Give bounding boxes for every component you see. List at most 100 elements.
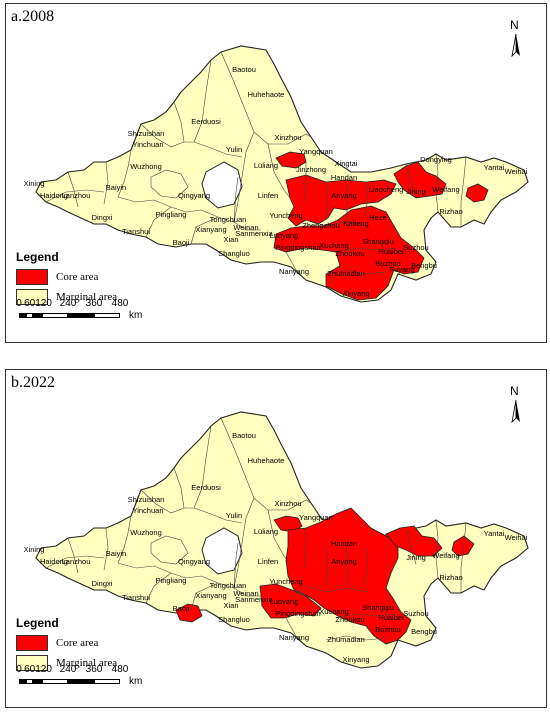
city-label: Bengbu	[411, 261, 437, 270]
city-label: Nanyang	[279, 633, 309, 642]
city-boundary	[117, 196, 172, 208]
city-boundary	[170, 572, 219, 584]
scale-segment	[42, 313, 68, 318]
city-label: Dingxi	[92, 213, 113, 222]
city-boundary	[220, 51, 269, 145]
city-label: Liaocheng	[369, 185, 404, 194]
city-label: Zhumadian	[327, 269, 365, 278]
city-label: Yangquan	[299, 513, 333, 522]
city-label: Weinan	[233, 223, 258, 232]
city-label: Xining	[24, 179, 45, 188]
scale-tick: 0	[16, 298, 22, 309]
scale-tick: 480	[111, 298, 129, 309]
city-label: Jining	[406, 187, 426, 196]
city-label: Zhoukou	[335, 615, 364, 624]
city-boundary	[45, 555, 105, 569]
city-label: Yangquan	[299, 147, 333, 156]
city-label: Rizhao	[439, 573, 462, 582]
city-label: Bengbu	[411, 627, 437, 636]
core-region	[273, 205, 425, 301]
city-label: Shizuishan	[128, 129, 165, 138]
city-label: Xuchang	[319, 241, 349, 250]
city-label: Yuncheng	[269, 577, 302, 586]
city-label: Xingtai	[335, 159, 358, 168]
city-label: Huhehaote	[248, 90, 285, 99]
city-label: Shangluo	[218, 249, 250, 258]
city-label: Xinyang	[342, 289, 369, 298]
city-boundary	[140, 489, 243, 524]
city-label: Zhumadian	[327, 635, 365, 644]
city-label: Bozhou	[375, 625, 400, 634]
city-label: Eerduosi	[191, 483, 221, 492]
city-label: Nanyang	[279, 267, 309, 276]
city-boundary	[173, 101, 185, 143]
city-label: Weihai	[505, 167, 528, 176]
scale-tick: 240	[59, 664, 77, 675]
city-label: Shangqiu	[362, 237, 394, 246]
north-arrow-icon: N	[504, 384, 528, 434]
excluded-region	[201, 161, 243, 209]
city-label: Baoji	[173, 238, 190, 247]
region-map: Baotou Huhehaote Eerduosi Wuzhong Shizuishan…	[24, 411, 529, 669]
region-outline	[35, 45, 529, 303]
city-label: Handan	[331, 173, 357, 182]
city-label: Shangqiu	[362, 603, 394, 612]
city-boundary	[405, 529, 417, 565]
city-label: Pingliang	[156, 210, 187, 219]
scale-tick: 60120	[24, 298, 52, 309]
city-boundary	[325, 635, 387, 641]
city-boundary	[150, 535, 189, 565]
map-panel-2022: Baotou Huhehaote Eerduosi Wuzhong Shizuishan…	[5, 369, 547, 708]
core-area-shape	[273, 151, 489, 301]
city-boundary	[363, 181, 369, 218]
marginal-swatch	[16, 289, 48, 305]
city-boundary	[335, 247, 397, 253]
scale-unit: km	[129, 310, 143, 321]
city-boundary	[405, 163, 417, 199]
scale-segment	[68, 313, 94, 318]
city-label: Yinchuan	[133, 140, 164, 149]
scale-tick: 0	[16, 664, 22, 675]
city-label: Luoyang	[270, 231, 299, 240]
scale-bar: 0 60120 240 360 480 km	[16, 298, 166, 328]
region-map: Baotou Huhehaote Eerduosi Wuzhong Shizuishan…	[24, 45, 529, 303]
city-boundary	[217, 582, 261, 597]
core-swatch	[16, 269, 48, 285]
city-label: Weifang	[432, 551, 459, 560]
city-boundary	[190, 582, 219, 611]
city-label: Suzhou	[403, 609, 428, 618]
city-boundary	[45, 189, 105, 203]
city-label: Baoji	[173, 604, 190, 613]
city-boundary	[220, 417, 269, 511]
city-boundary	[117, 562, 172, 574]
city-label: Xuchang	[319, 607, 349, 616]
legend: Legend Core area Marginal area	[16, 250, 117, 307]
city-label: Luoyang	[270, 597, 299, 606]
city-label: Weihai	[505, 533, 528, 542]
city-boundary	[363, 547, 369, 584]
city-label: Qingyang	[178, 191, 210, 200]
scale-bar: 0 60120 240 360 480 km	[16, 664, 166, 694]
city-boundary	[285, 251, 307, 281]
city-boundary	[67, 537, 79, 574]
core-area-shape	[175, 507, 475, 645]
legend: Legend Core area Marginal area	[16, 616, 117, 673]
city-boundary	[460, 522, 467, 593]
city-label: Qingyang	[178, 557, 210, 566]
city-boundary	[435, 153, 439, 213]
scale-segment	[26, 679, 33, 684]
city-boundary	[268, 133, 312, 145]
city-label: Handan	[331, 539, 357, 548]
city-label: Heze	[369, 213, 387, 222]
scale-tick: 360	[85, 298, 103, 309]
legend-label-core: Core area	[56, 637, 99, 649]
city-label: Lanzhou	[62, 557, 91, 566]
city-boundary	[117, 149, 132, 198]
city-label: Haidong	[40, 191, 68, 200]
city-boundaries	[45, 417, 467, 647]
city-label: Xinzhou	[274, 499, 301, 508]
city-boundary	[305, 219, 369, 227]
city-boundary	[103, 161, 109, 205]
city-label: Huaibei	[378, 247, 404, 256]
city-boundary	[460, 156, 467, 227]
